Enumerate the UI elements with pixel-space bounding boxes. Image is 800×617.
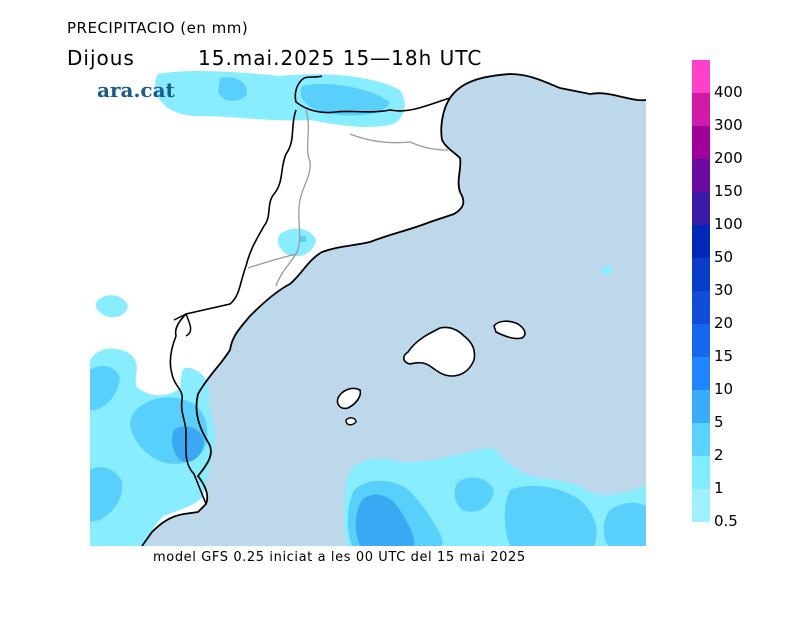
precip-southwest-mid	[90, 365, 208, 522]
legend-swatch	[692, 159, 710, 192]
menorca	[493, 320, 526, 340]
precip-southeast-core	[355, 494, 415, 546]
land-mass	[90, 70, 646, 546]
formentera	[345, 417, 357, 426]
legend-swatch	[692, 324, 710, 357]
legend-label: 30	[714, 281, 734, 299]
legend-swatch	[692, 126, 710, 159]
legend-label: 20	[714, 314, 734, 332]
legend-label: 100	[714, 215, 743, 233]
precip-spot-west	[95, 295, 128, 318]
legend-label: 200	[714, 149, 743, 167]
forecast-day: Dijous	[67, 46, 135, 70]
precip-southwest-core	[172, 426, 204, 462]
legend-label: 400	[714, 83, 743, 101]
legend-swatch	[692, 357, 710, 390]
legend-label: 0.5	[714, 512, 738, 530]
legend-swatch	[692, 423, 710, 456]
mallorca	[402, 326, 476, 377]
legend-label: 50	[714, 248, 734, 266]
map-title: PRECIPITACIO (en mm)	[67, 19, 249, 37]
coastline	[141, 73, 646, 546]
interior-border-2	[173, 313, 192, 337]
legend-swatch	[692, 291, 710, 324]
legend-label: 15	[714, 347, 734, 365]
precip-north-core	[218, 77, 390, 116]
eivissa	[336, 387, 362, 410]
legend-label: 1	[714, 479, 724, 497]
legend-swatch	[692, 60, 710, 93]
precip-southeast-mid	[347, 477, 646, 546]
legend-label: 2	[714, 446, 724, 464]
legend-label: 150	[714, 182, 743, 200]
legend-label: 300	[714, 116, 743, 134]
precip-spot-aragon	[278, 228, 316, 257]
national-border	[294, 75, 451, 114]
legend-swatch	[692, 489, 710, 522]
precipitation-map	[90, 70, 646, 546]
legend-swatch	[692, 456, 710, 489]
model-note: model GFS 0.25 iniciat a les 00 UTC del …	[153, 550, 526, 565]
regional-border	[247, 109, 449, 287]
forecast-date: 15.mai.2025 15—18h UTC	[198, 46, 483, 70]
legend-swatch	[692, 390, 710, 423]
legend-swatch	[692, 258, 710, 291]
precip-spot-aragon-core	[300, 236, 306, 242]
legend-swatch	[692, 93, 710, 126]
precip-spot-sea	[602, 266, 612, 274]
legend-swatch	[692, 225, 710, 258]
brand-logo: ara.cat	[97, 78, 175, 102]
legend-label: 5	[714, 413, 724, 431]
legend-label: 10	[714, 380, 734, 398]
legend-swatch	[692, 192, 710, 225]
